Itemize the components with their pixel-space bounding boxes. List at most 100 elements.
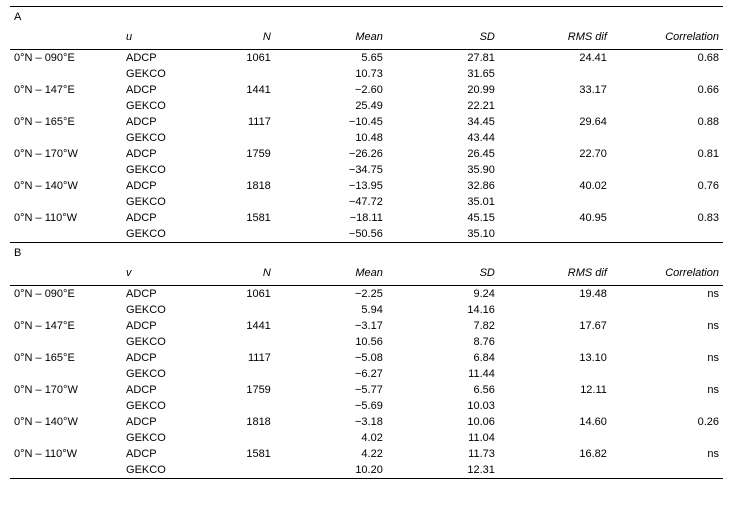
cell-mean: −13.95 <box>275 178 387 194</box>
panel-b-header-row: v N Mean SD RMS dif Correlation <box>10 261 723 286</box>
cell-sd: 14.16 <box>387 302 499 318</box>
cell-sd: 8.76 <box>387 334 499 350</box>
col-mean: Mean <box>275 261 387 286</box>
cell-n: 1581 <box>193 446 274 462</box>
panel-b-label: B <box>10 243 723 261</box>
cell-src: GEKCO <box>122 194 193 210</box>
cell-rms: 14.60 <box>499 414 611 430</box>
cell-corr: ns <box>611 382 723 398</box>
cell-corr: 0.68 <box>611 50 723 66</box>
cell-rms: 22.70 <box>499 146 611 162</box>
cell-sd: 10.06 <box>387 414 499 430</box>
cell-src: GEKCO <box>122 302 193 318</box>
table-row: GEKCO 5.94 14.16 <box>10 302 723 318</box>
cell-sd: 11.04 <box>387 430 499 446</box>
table-row: GEKCO 25.49 22.21 <box>10 98 723 114</box>
cell-sd: 11.73 <box>387 446 499 462</box>
col-mean: Mean <box>275 25 387 50</box>
cell-n: 1117 <box>193 350 274 366</box>
cell-sd: 32.86 <box>387 178 499 194</box>
table-row: 0°N – 170°W ADCP 1759 −26.26 26.45 22.70… <box>10 146 723 162</box>
cell-src: GEKCO <box>122 98 193 114</box>
cell-sd: 6.56 <box>387 382 499 398</box>
cell-n: 1818 <box>193 414 274 430</box>
cell-n: 1441 <box>193 318 274 334</box>
cell-rms: 12.11 <box>499 382 611 398</box>
cell-sd: 31.65 <box>387 66 499 82</box>
panel-a-label-row: A <box>10 7 723 25</box>
cell-mean: 25.49 <box>275 98 387 114</box>
cell-src: GEKCO <box>122 462 193 479</box>
table-row: GEKCO −50.56 35.10 <box>10 226 723 243</box>
table-container: A u N Mean SD RMS dif Correlation 0°N – … <box>0 0 733 489</box>
cell-loc: 0°N – 147°E <box>10 82 122 98</box>
table-row: 0°N – 140°W ADCP 1818 −13.95 32.86 40.02… <box>10 178 723 194</box>
cell-src: ADCP <box>122 114 193 130</box>
cell-mean: −5.08 <box>275 350 387 366</box>
col-corr: Correlation <box>611 261 723 286</box>
cell-mean: −6.27 <box>275 366 387 382</box>
table-row: 0°N – 165°E ADCP 1117 −5.08 6.84 13.10 n… <box>10 350 723 366</box>
cell-corr: 0.81 <box>611 146 723 162</box>
table-row: GEKCO 10.48 43.44 <box>10 130 723 146</box>
cell-sd: 11.44 <box>387 366 499 382</box>
table-row: 0°N – 165°E ADCP 1117 −10.45 34.45 29.64… <box>10 114 723 130</box>
cell-mean: −3.17 <box>275 318 387 334</box>
cell-src: GEKCO <box>122 66 193 82</box>
col-rmsdif: RMS dif <box>499 261 611 286</box>
cell-src: ADCP <box>122 210 193 226</box>
cell-rms: 33.17 <box>499 82 611 98</box>
cell-mean: −50.56 <box>275 226 387 243</box>
rule-bottom <box>10 479 723 480</box>
cell-src: ADCP <box>122 286 193 302</box>
col-v: v <box>122 261 193 286</box>
cell-src: ADCP <box>122 82 193 98</box>
col-blank <box>10 25 122 50</box>
cell-rms: 40.02 <box>499 178 611 194</box>
cell-mean: 5.65 <box>275 50 387 66</box>
stats-table: A u N Mean SD RMS dif Correlation 0°N – … <box>10 6 723 479</box>
cell-mean: −34.75 <box>275 162 387 178</box>
cell-corr: ns <box>611 318 723 334</box>
cell-sd: 35.01 <box>387 194 499 210</box>
panel-a-header-row: u N Mean SD RMS dif Correlation <box>10 25 723 50</box>
col-blank <box>10 261 122 286</box>
cell-mean: −5.69 <box>275 398 387 414</box>
table-row: GEKCO 4.02 11.04 <box>10 430 723 446</box>
cell-src: ADCP <box>122 146 193 162</box>
cell-mean: −2.25 <box>275 286 387 302</box>
cell-corr: 0.88 <box>611 114 723 130</box>
col-n: N <box>193 25 274 50</box>
table-row: GEKCO −47.72 35.01 <box>10 194 723 210</box>
cell-loc: 0°N – 110°W <box>10 446 122 462</box>
table-row: 0°N – 090°E ADCP 1061 −2.25 9.24 19.48 n… <box>10 286 723 302</box>
cell-rms: 29.64 <box>499 114 611 130</box>
cell-n: 1759 <box>193 382 274 398</box>
cell-sd: 26.45 <box>387 146 499 162</box>
cell-n: 1759 <box>193 146 274 162</box>
cell-src: ADCP <box>122 414 193 430</box>
cell-mean: −26.26 <box>275 146 387 162</box>
cell-loc: 0°N – 170°W <box>10 382 122 398</box>
cell-n: 1441 <box>193 82 274 98</box>
table-row: GEKCO −34.75 35.90 <box>10 162 723 178</box>
table-row: 0°N – 147°E ADCP 1441 −3.17 7.82 17.67 n… <box>10 318 723 334</box>
cell-loc: 0°N – 090°E <box>10 286 122 302</box>
cell-src: ADCP <box>122 446 193 462</box>
cell-loc: 0°N – 090°E <box>10 50 122 66</box>
cell-corr: 0.76 <box>611 178 723 194</box>
cell-sd: 35.90 <box>387 162 499 178</box>
cell-loc: 0°N – 140°W <box>10 178 122 194</box>
cell-rms: 17.67 <box>499 318 611 334</box>
cell-loc: 0°N – 140°W <box>10 414 122 430</box>
cell-mean: −47.72 <box>275 194 387 210</box>
table-row: 0°N – 170°W ADCP 1759 −5.77 6.56 12.11 n… <box>10 382 723 398</box>
cell-mean: −18.11 <box>275 210 387 226</box>
cell-rms: 24.41 <box>499 50 611 66</box>
cell-src: ADCP <box>122 382 193 398</box>
cell-sd: 10.03 <box>387 398 499 414</box>
panel-b-label-row: B <box>10 243 723 261</box>
cell-corr: 0.83 <box>611 210 723 226</box>
cell-sd: 7.82 <box>387 318 499 334</box>
cell-n: 1061 <box>193 286 274 302</box>
